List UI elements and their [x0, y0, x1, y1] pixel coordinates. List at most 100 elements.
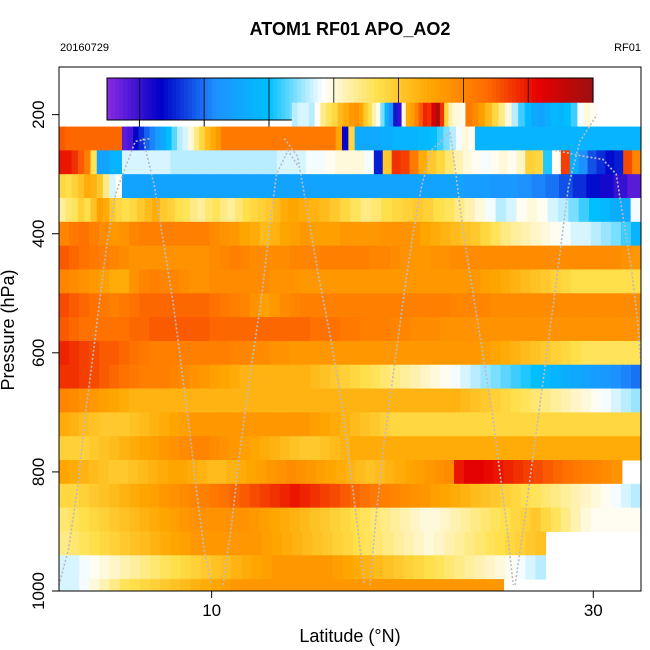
- heatmap-cell: [542, 460, 554, 485]
- colorbar-swatch: [256, 78, 262, 120]
- heatmap-cell: [395, 174, 410, 199]
- colorbar-swatch: [390, 78, 396, 120]
- heatmap-cell: [220, 579, 232, 592]
- heatmap-cell: [520, 507, 532, 532]
- heatmap-cell: [179, 245, 190, 270]
- heatmap-cell: [400, 507, 411, 532]
- heatmap-cell: [279, 364, 291, 390]
- heatmap-cell: [200, 531, 212, 556]
- heatmap-cell: [600, 364, 612, 390]
- heatmap-cell: [578, 198, 590, 223]
- heatmap-cell: [363, 102, 369, 128]
- heatmap-cell: [269, 317, 281, 342]
- heatmap-cell: [138, 460, 149, 485]
- heatmap-cell: [360, 507, 371, 532]
- heatmap-cell: [269, 269, 281, 294]
- heatmap-cell: [271, 555, 283, 580]
- heatmap-cell: [69, 531, 80, 556]
- heatmap-cell: [256, 460, 267, 485]
- heatmap-cell: [450, 388, 461, 413]
- heatmap-cell: [545, 174, 560, 199]
- heatmap-cell: [450, 483, 461, 509]
- heatmap-cell: [560, 507, 572, 532]
- heatmap-cell: [209, 388, 221, 413]
- heatmap-cell: [412, 198, 424, 223]
- heatmap-cell: [550, 388, 562, 413]
- heatmap-cell: [503, 460, 514, 485]
- heatmap-cell: [345, 460, 356, 485]
- heatmap-cell: [169, 293, 180, 318]
- heatmap-cell: [580, 340, 592, 366]
- heatmap-cell: [231, 555, 242, 580]
- heatmap-cell: [121, 174, 137, 199]
- heatmap-cell: [282, 555, 293, 580]
- heatmap-cell: [570, 340, 582, 366]
- heatmap-cell: [190, 531, 202, 556]
- heatmap-cell: [510, 317, 522, 342]
- heatmap-cell: [179, 269, 190, 294]
- heatmap-cell: [580, 221, 592, 247]
- heatmap-cell: [265, 198, 274, 223]
- heatmap-cell: [440, 340, 451, 366]
- heatmap-cell: [354, 174, 369, 199]
- heatmap-cell: [89, 483, 100, 509]
- heatmap-cell: [69, 412, 80, 437]
- heatmap-cell: [129, 293, 140, 318]
- heatmap-cell: [439, 102, 445, 128]
- heatmap-cell: [444, 102, 449, 128]
- heatmap-cell: [400, 150, 410, 175]
- heatmap-cell: [109, 364, 120, 390]
- heatmap-cell: [454, 531, 465, 556]
- heatmap-cell: [269, 245, 281, 270]
- heatmap-cell: [414, 102, 420, 128]
- heatmap-cell: [480, 436, 491, 461]
- heatmap-cell: [535, 531, 547, 556]
- heatmap-cell: [372, 579, 383, 592]
- heatmap-cell: [167, 198, 176, 223]
- axes: 200 400 600 800 1000 10 30: [29, 100, 603, 620]
- flight-track-leg: [514, 114, 598, 586]
- heatmap-cell: [580, 483, 592, 509]
- heatmap-cell: [364, 150, 375, 175]
- heatmap-cell: [99, 317, 110, 342]
- heatmap-cell: [129, 221, 140, 247]
- colorbar-swatch: [131, 78, 136, 120]
- heatmap-cell: [491, 102, 499, 128]
- heatmap-cell: [199, 412, 211, 437]
- heatmap-cell: [520, 340, 532, 366]
- colorbar-swatch: [196, 78, 201, 120]
- heatmap-cell: [159, 269, 170, 294]
- heatmap-cell: [564, 102, 572, 128]
- heatmap-cell: [543, 150, 553, 175]
- heatmap-cell: [590, 269, 602, 294]
- heatmap-cell: [149, 245, 160, 270]
- heatmap-cell: [480, 293, 491, 318]
- heatmap-cell: [169, 388, 180, 413]
- heatmap-cell: [306, 150, 317, 175]
- heatmap-cell: [239, 340, 251, 366]
- heatmap-cell: [630, 269, 642, 294]
- heatmap-cell: [203, 174, 219, 199]
- heatmap-cell: [79, 531, 90, 556]
- heatmap-cell: [596, 126, 609, 151]
- heatmap-cell: [129, 436, 140, 461]
- heatmap-cell: [65, 174, 73, 199]
- heatmap-cell: [231, 174, 246, 199]
- heatmap-cell: [286, 460, 297, 485]
- colorbar-swatch: [439, 78, 444, 120]
- heatmap-cell: [381, 174, 396, 199]
- heatmap-cell: [99, 412, 110, 437]
- heatmap-cell: [239, 317, 251, 342]
- heatmap-cell: [413, 555, 425, 580]
- heatmap-cell: [393, 102, 398, 128]
- heatmap-cell: [620, 483, 632, 509]
- heatmap-cell: [139, 436, 150, 461]
- heatmap-cell: [219, 221, 231, 247]
- heatmap-cell: [410, 388, 421, 413]
- heatmap-cell: [169, 317, 180, 342]
- heatmap-cell: [343, 102, 350, 128]
- heatmap-cell: [409, 150, 419, 175]
- heatmap-cell: [309, 340, 321, 366]
- heatmap-cell: [490, 412, 502, 437]
- heatmap-cell: [557, 102, 565, 128]
